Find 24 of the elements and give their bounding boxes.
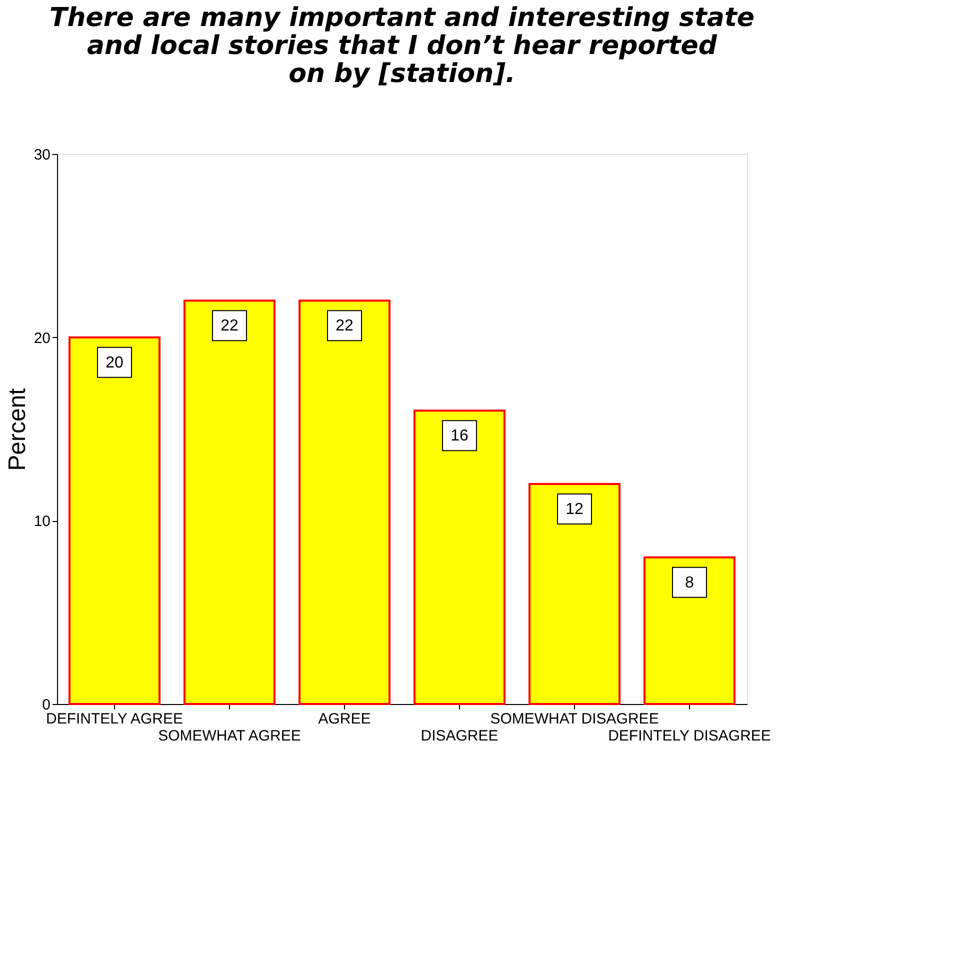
y-tick-label: 10 — [34, 513, 50, 530]
x-tick-label: AGREE — [318, 710, 371, 728]
y-tick-label: 30 — [34, 146, 50, 164]
x-tick-label: DEFINTELY AGREE — [46, 710, 183, 728]
bar — [528, 483, 620, 705]
data-label: 22 — [336, 318, 354, 335]
bar — [644, 556, 736, 705]
data-label: 12 — [566, 501, 584, 518]
bar — [68, 336, 160, 705]
x-tick-label: DISAGREE — [420, 728, 498, 744]
chart-title: There are many important and interesting state and local stories that I don’t hear reported on by [station]. — [49, 3, 755, 89]
y-tick-label: 20 — [34, 330, 50, 347]
data-label: 20 — [106, 354, 124, 372]
y-tick-label: 0 — [42, 696, 50, 714]
bar — [414, 410, 506, 705]
data-label: 8 — [685, 574, 694, 592]
y-axis-title: Percent — [4, 388, 31, 471]
bar — [184, 300, 276, 705]
bar — [298, 300, 390, 705]
x-tick-label: SOMEWHAT AGREE — [158, 728, 301, 744]
data-label: 22 — [220, 318, 238, 335]
x-tick-label: SOMEWHAT DISAGREE — [490, 710, 659, 728]
data-label: 16 — [450, 428, 468, 445]
x-tick-label: DEFINTELY DISAGREE — [608, 728, 771, 744]
